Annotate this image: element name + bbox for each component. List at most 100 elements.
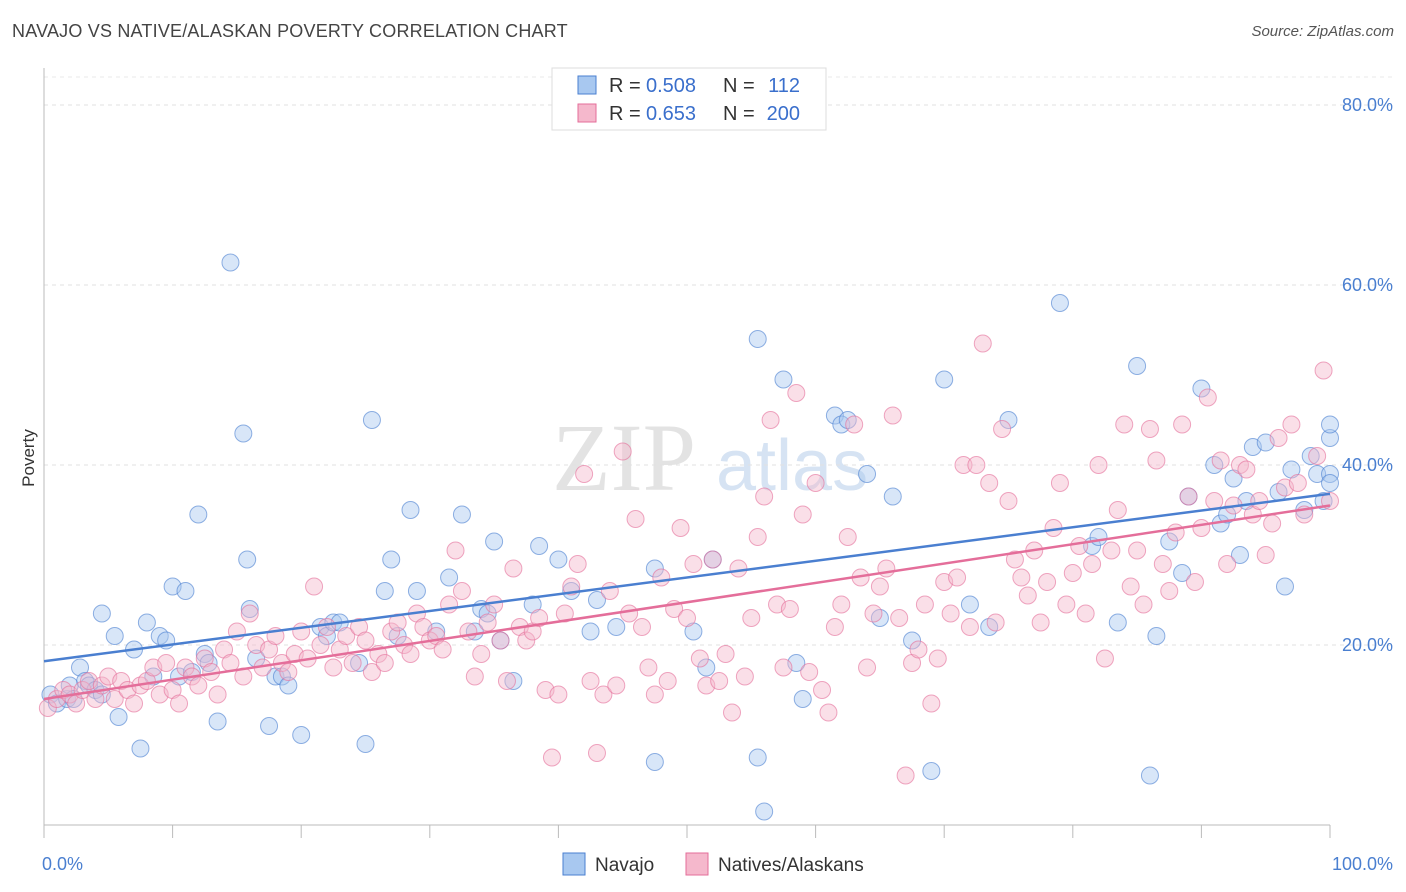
point-natives-157 (1050, 474, 1069, 492)
point-natives-130 (877, 559, 896, 578)
point-navajo-50 (440, 568, 459, 587)
point-navajo-90 (1089, 528, 1108, 546)
point-natives-43 (317, 618, 336, 636)
data-points (38, 253, 1339, 821)
y-tick-label-1: 40.0% (1342, 455, 1393, 475)
point-natives-158 (1057, 595, 1076, 614)
point-natives-10 (105, 690, 124, 708)
point-natives-37 (279, 663, 298, 681)
point-natives-91 (626, 510, 645, 528)
series-legend: Navajo Natives/Alaskans (562, 852, 864, 876)
point-natives-64 (452, 582, 471, 600)
point-natives-197 (1314, 361, 1333, 380)
point-navajo-63 (587, 591, 606, 609)
point-navajo-86 (980, 618, 999, 636)
point-natives-191 (1269, 429, 1288, 447)
point-natives-114 (774, 658, 793, 677)
point-natives-41 (305, 577, 324, 596)
point-natives-92 (632, 618, 651, 636)
point-natives-124 (838, 528, 857, 546)
point-navajo-28 (234, 424, 253, 443)
point-natives-148 (993, 420, 1012, 438)
point-natives-121 (819, 703, 838, 722)
point-navajo-23 (189, 505, 208, 524)
point-natives-160 (1070, 537, 1089, 555)
point-natives-169 (1128, 541, 1147, 560)
point-navajo-48 (407, 582, 426, 600)
point-navajo-98 (1192, 379, 1211, 398)
point-navajo-78 (838, 411, 857, 429)
point-natives-83 (575, 465, 594, 483)
point-natives-111 (755, 487, 774, 506)
point-natives-149 (999, 492, 1018, 510)
point-natives-78 (542, 748, 561, 767)
point-natives-120 (813, 681, 832, 699)
point-navajo-55 (485, 532, 504, 551)
legend-swatch-navajo (562, 852, 586, 876)
point-natives-23 (189, 676, 208, 695)
stats-n-label-navajo: N = (723, 75, 755, 97)
point-navajo-11 (105, 627, 124, 645)
legend-label-navajo: Navajo (595, 855, 654, 876)
point-natives-186 (1237, 460, 1256, 479)
point-navajo-43 (362, 411, 381, 429)
point-natives-174 (1160, 582, 1179, 600)
point-navajo-117 (1321, 474, 1339, 492)
point-natives-18 (157, 654, 176, 672)
point-navajo-99 (1205, 456, 1224, 474)
point-natives-66 (465, 667, 484, 686)
stats-n-label-natives: N = (723, 103, 755, 125)
point-natives-179 (1192, 519, 1211, 537)
point-navajo-91 (1108, 613, 1127, 632)
point-natives-109 (742, 609, 761, 627)
stats-r-label-natives: R = (609, 103, 641, 125)
point-natives-154 (1031, 613, 1050, 632)
point-natives-42 (311, 636, 330, 654)
point-natives-76 (530, 609, 549, 627)
point-navajo-114 (1321, 429, 1339, 447)
point-natives-86 (594, 685, 613, 704)
point-natives-103 (703, 550, 722, 569)
point-natives-155 (1038, 573, 1057, 591)
point-navajo-62 (581, 622, 600, 641)
point-natives-127 (858, 658, 877, 677)
point-natives-178 (1185, 573, 1204, 591)
point-navajo-112 (1308, 465, 1327, 483)
point-navajo-15 (137, 613, 156, 632)
point-natives-50 (362, 663, 381, 681)
point-navajo-64 (607, 618, 626, 636)
point-natives-20 (170, 694, 189, 713)
legend-label-natives: Natives/Alaskans (718, 855, 864, 876)
point-navajo-92 (1128, 357, 1147, 375)
point-natives-71 (497, 672, 516, 690)
point-navajo-73 (774, 370, 793, 389)
point-natives-141 (948, 568, 967, 587)
watermark-zip: ZIP (552, 404, 696, 511)
point-natives-82 (568, 555, 587, 573)
point-navajo-103 (1230, 546, 1249, 564)
point-navajo-32 (260, 717, 279, 735)
point-navajo-108 (1275, 577, 1294, 596)
point-natives-46 (337, 627, 356, 645)
x-tick-label-0: 0.0% (42, 854, 83, 874)
chart-title: NAVAJO VS NATIVE/ALASKAN POVERTY CORRELA… (12, 21, 568, 41)
point-navajo-72 (755, 802, 774, 821)
point-navajo-88 (1050, 294, 1069, 312)
point-natives-164 (1095, 649, 1114, 668)
point-navajo-36 (292, 726, 311, 744)
point-natives-123 (832, 595, 851, 614)
point-navajo-96 (1173, 564, 1192, 582)
point-natives-163 (1089, 456, 1108, 474)
point-natives-161 (1076, 604, 1095, 623)
x-tick-labels: 0.0% 100.0% (42, 854, 1393, 874)
stats-legend: R = 0.508 N = 112 R = 0.653 N = 200 (551, 67, 827, 131)
point-natives-119 (806, 474, 825, 492)
point-natives-87 (600, 582, 619, 600)
point-natives-182 (1211, 451, 1230, 470)
point-natives-63 (446, 541, 465, 560)
point-natives-140 (941, 604, 960, 623)
point-navajo-82 (903, 631, 922, 650)
point-navajo-27 (221, 253, 240, 272)
y-tick-labels: 20.0% 40.0% 60.0% 80.0% (1342, 95, 1393, 655)
point-navajo-94 (1147, 627, 1166, 645)
